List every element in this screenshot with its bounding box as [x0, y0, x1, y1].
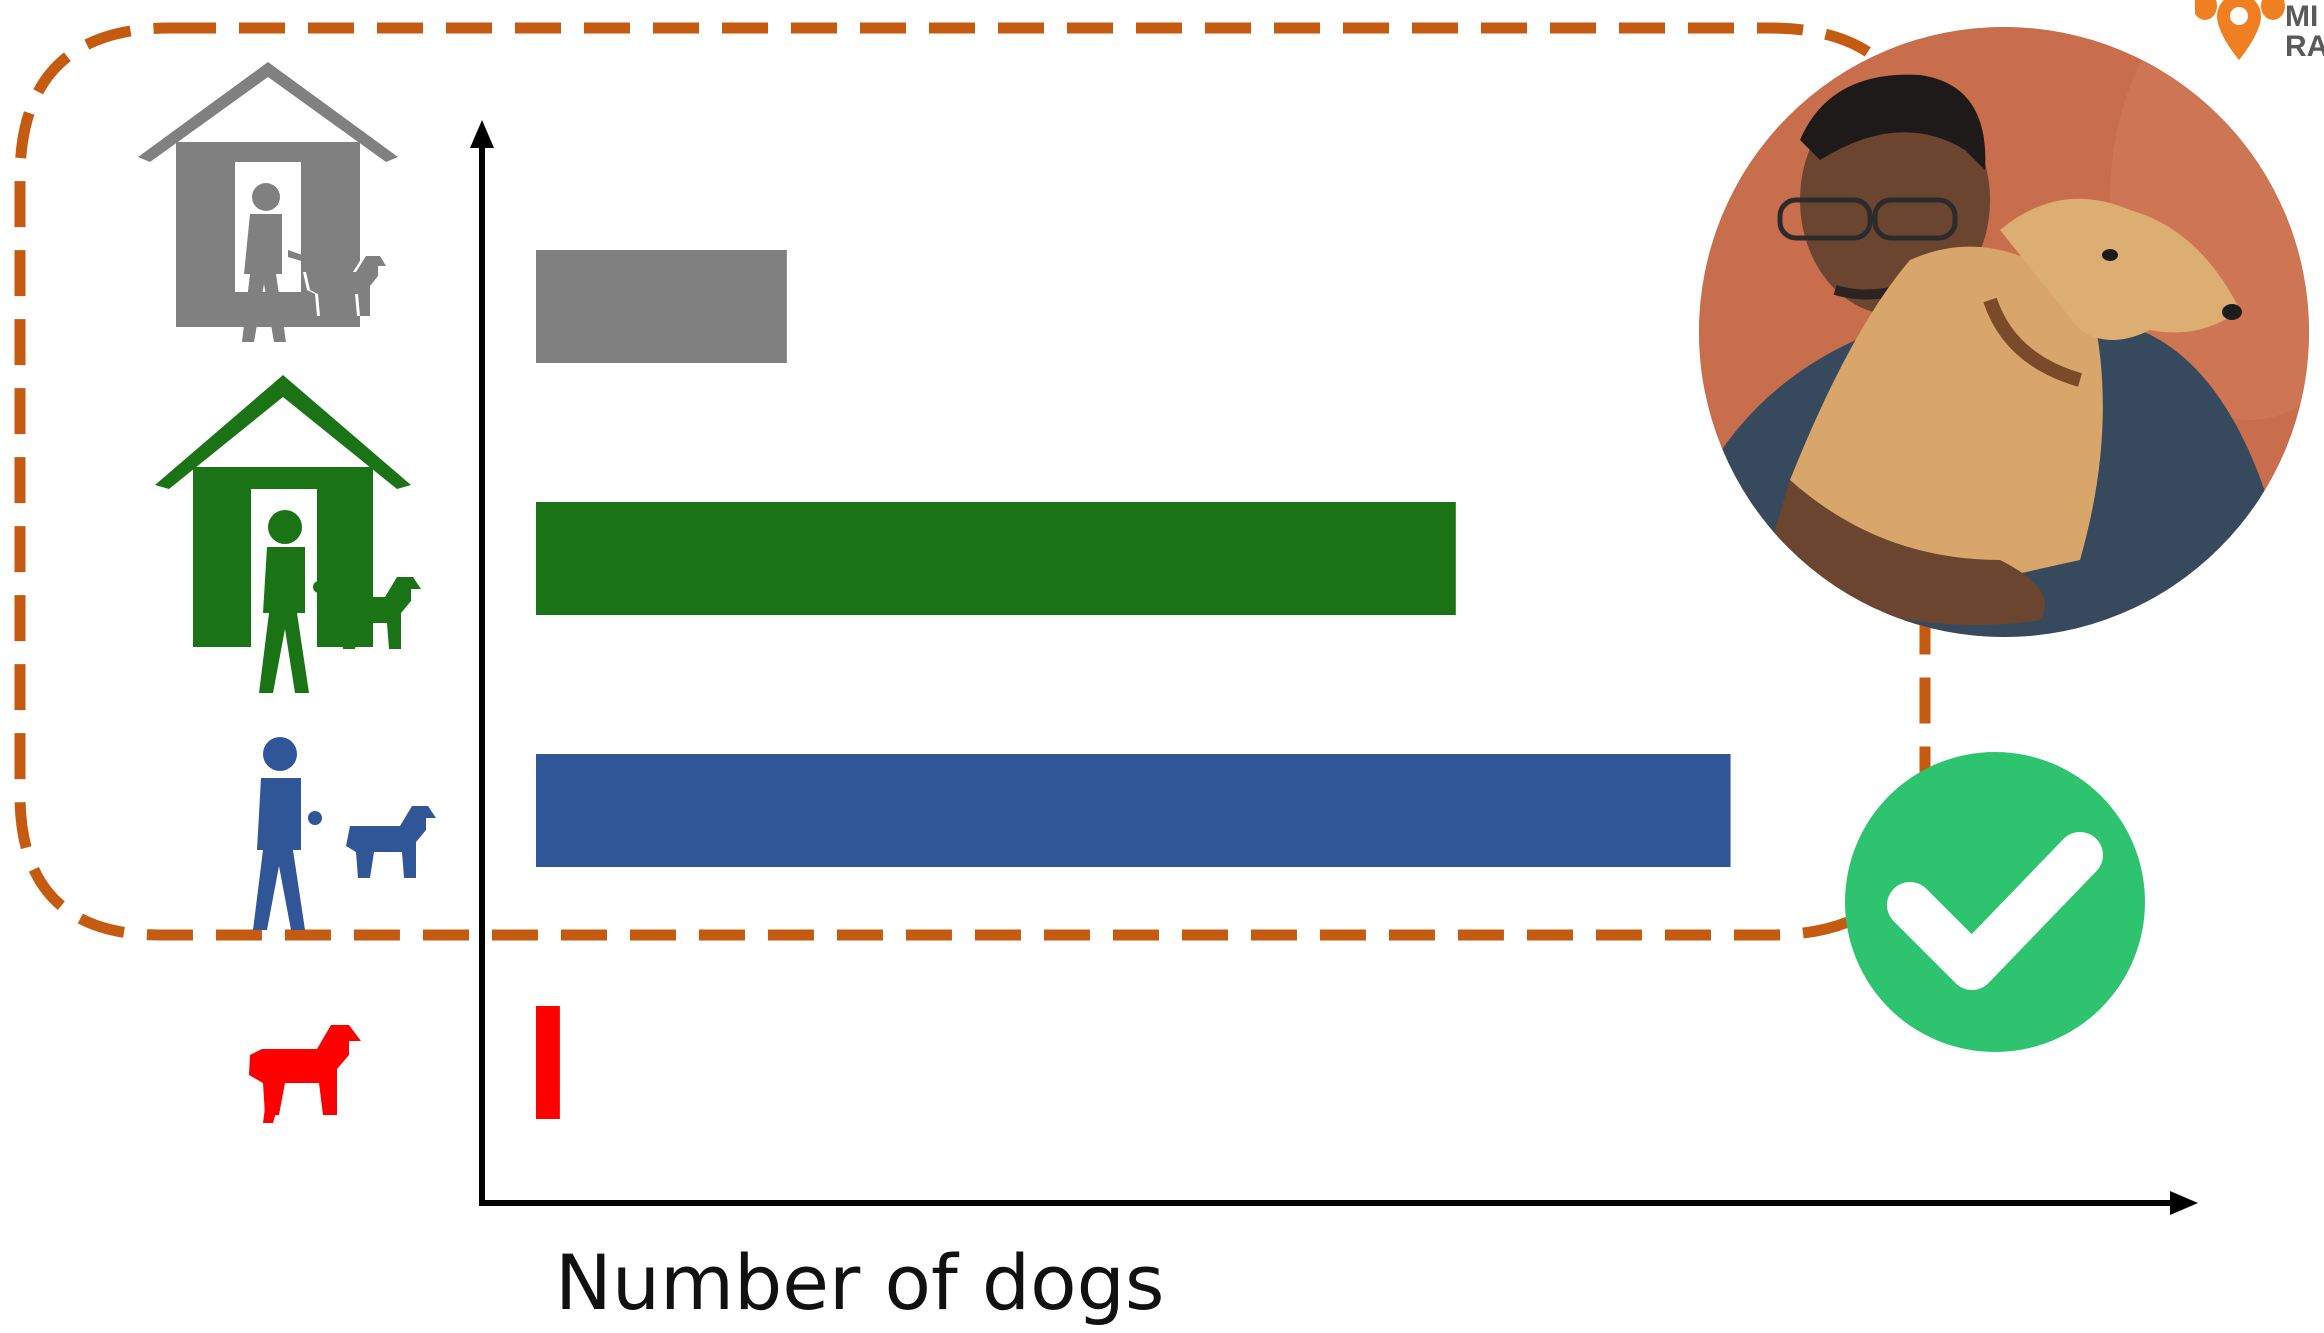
bar-1 — [536, 250, 787, 363]
bar-3 — [536, 754, 1731, 867]
x-axis-arrow — [2170, 1191, 2198, 1215]
checkmark-badge-icon — [1845, 752, 2145, 1052]
logo-text-line2: RA — [2285, 30, 2324, 63]
house-walker-dog-icon — [138, 62, 398, 342]
map-pin-paw-icon — [2195, 0, 2285, 60]
x-axis-label: Number of dogs — [555, 1238, 1165, 1327]
logo-text-line1: MI — [2285, 0, 2319, 33]
axes — [470, 120, 2198, 1215]
bars-group — [536, 250, 1731, 1119]
man-hugging-dog-photo — [1699, 27, 2309, 637]
dog-icon — [249, 1025, 361, 1123]
bar-2 — [536, 502, 1456, 615]
walker-dog-icon — [253, 737, 436, 930]
brand-logo: MI RA — [2195, 0, 2324, 68]
y-axis-arrow — [470, 120, 494, 148]
house-walker-dog-icon — [155, 375, 421, 693]
bar-4 — [536, 1006, 560, 1119]
